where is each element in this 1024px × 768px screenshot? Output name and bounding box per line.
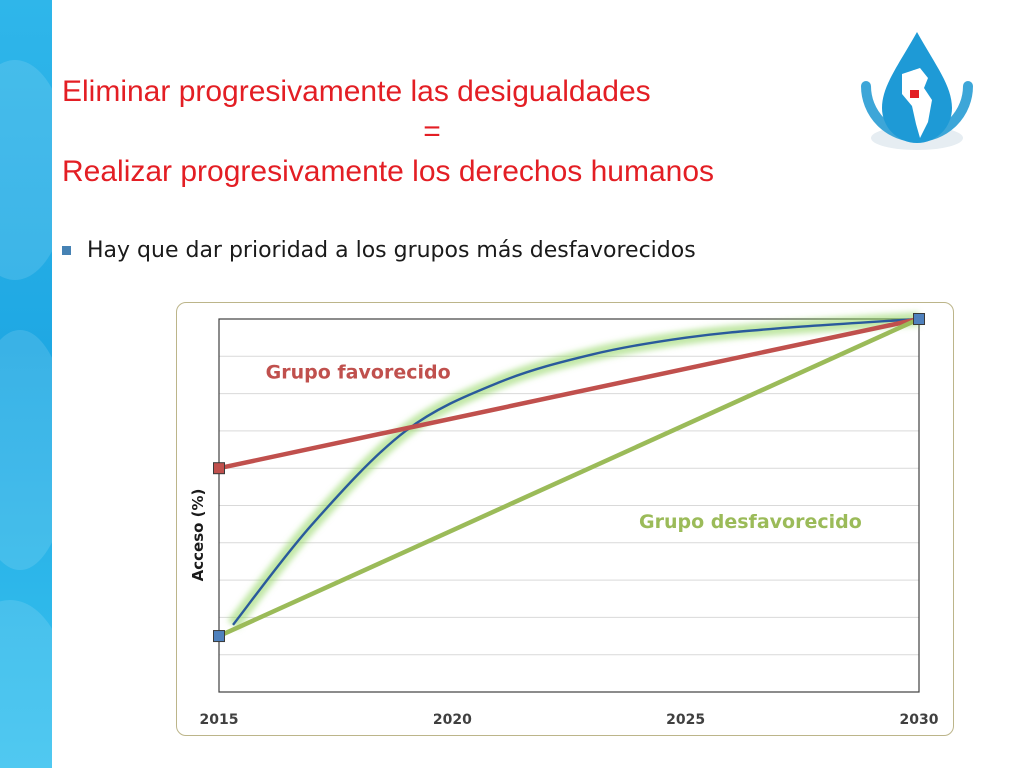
y-axis-label: Acceso (%) <box>189 489 207 582</box>
bullet-square-icon <box>62 246 71 255</box>
x-tick-label: 2030 <box>900 712 939 728</box>
slide-title: Eliminar progresivamente las desigualdad… <box>62 72 802 192</box>
bullet-item: Hay que dar prioridad a los grupos más d… <box>62 238 696 263</box>
x-tick-label: 2020 <box>433 712 472 728</box>
chart-frame: 2015 2020 2025 2030 Grupo favorecido Grupo de… <box>176 302 954 736</box>
bullet-text: Hay que dar prioridad a los grupos más d… <box>87 238 696 263</box>
series-label-desfavorecido: Grupo desfavorecido <box>639 511 862 533</box>
title-equals: = <box>423 115 441 148</box>
progressive-curve <box>232 317 920 626</box>
water-drop-globe-logo <box>861 32 973 150</box>
data-point-marker <box>913 313 925 325</box>
title-line-3: Realizar progresivamente los derechos hu… <box>62 155 715 188</box>
data-point-marker <box>213 462 225 475</box>
label-layer: 2015 2020 2025 2030 Grupo favorecido Grupo de… <box>200 362 939 728</box>
x-tick-label: 2025 <box>666 712 705 728</box>
series-layer <box>213 312 925 643</box>
favorecido-line <box>218 316 920 471</box>
title-line-1: Eliminar progresivamente las desigualdad… <box>62 75 651 108</box>
data-point-marker <box>213 630 225 643</box>
series-label-favorecido: Grupo favorecido <box>266 362 451 384</box>
desfavorecido-line <box>218 316 920 639</box>
x-tick-label: 2015 <box>200 712 239 728</box>
plot-area-border <box>218 318 920 693</box>
decorative-sidebar <box>0 0 52 768</box>
access-chart: 2015 2020 2025 2030 Grupo favorecido Grupo de… <box>189 312 939 728</box>
